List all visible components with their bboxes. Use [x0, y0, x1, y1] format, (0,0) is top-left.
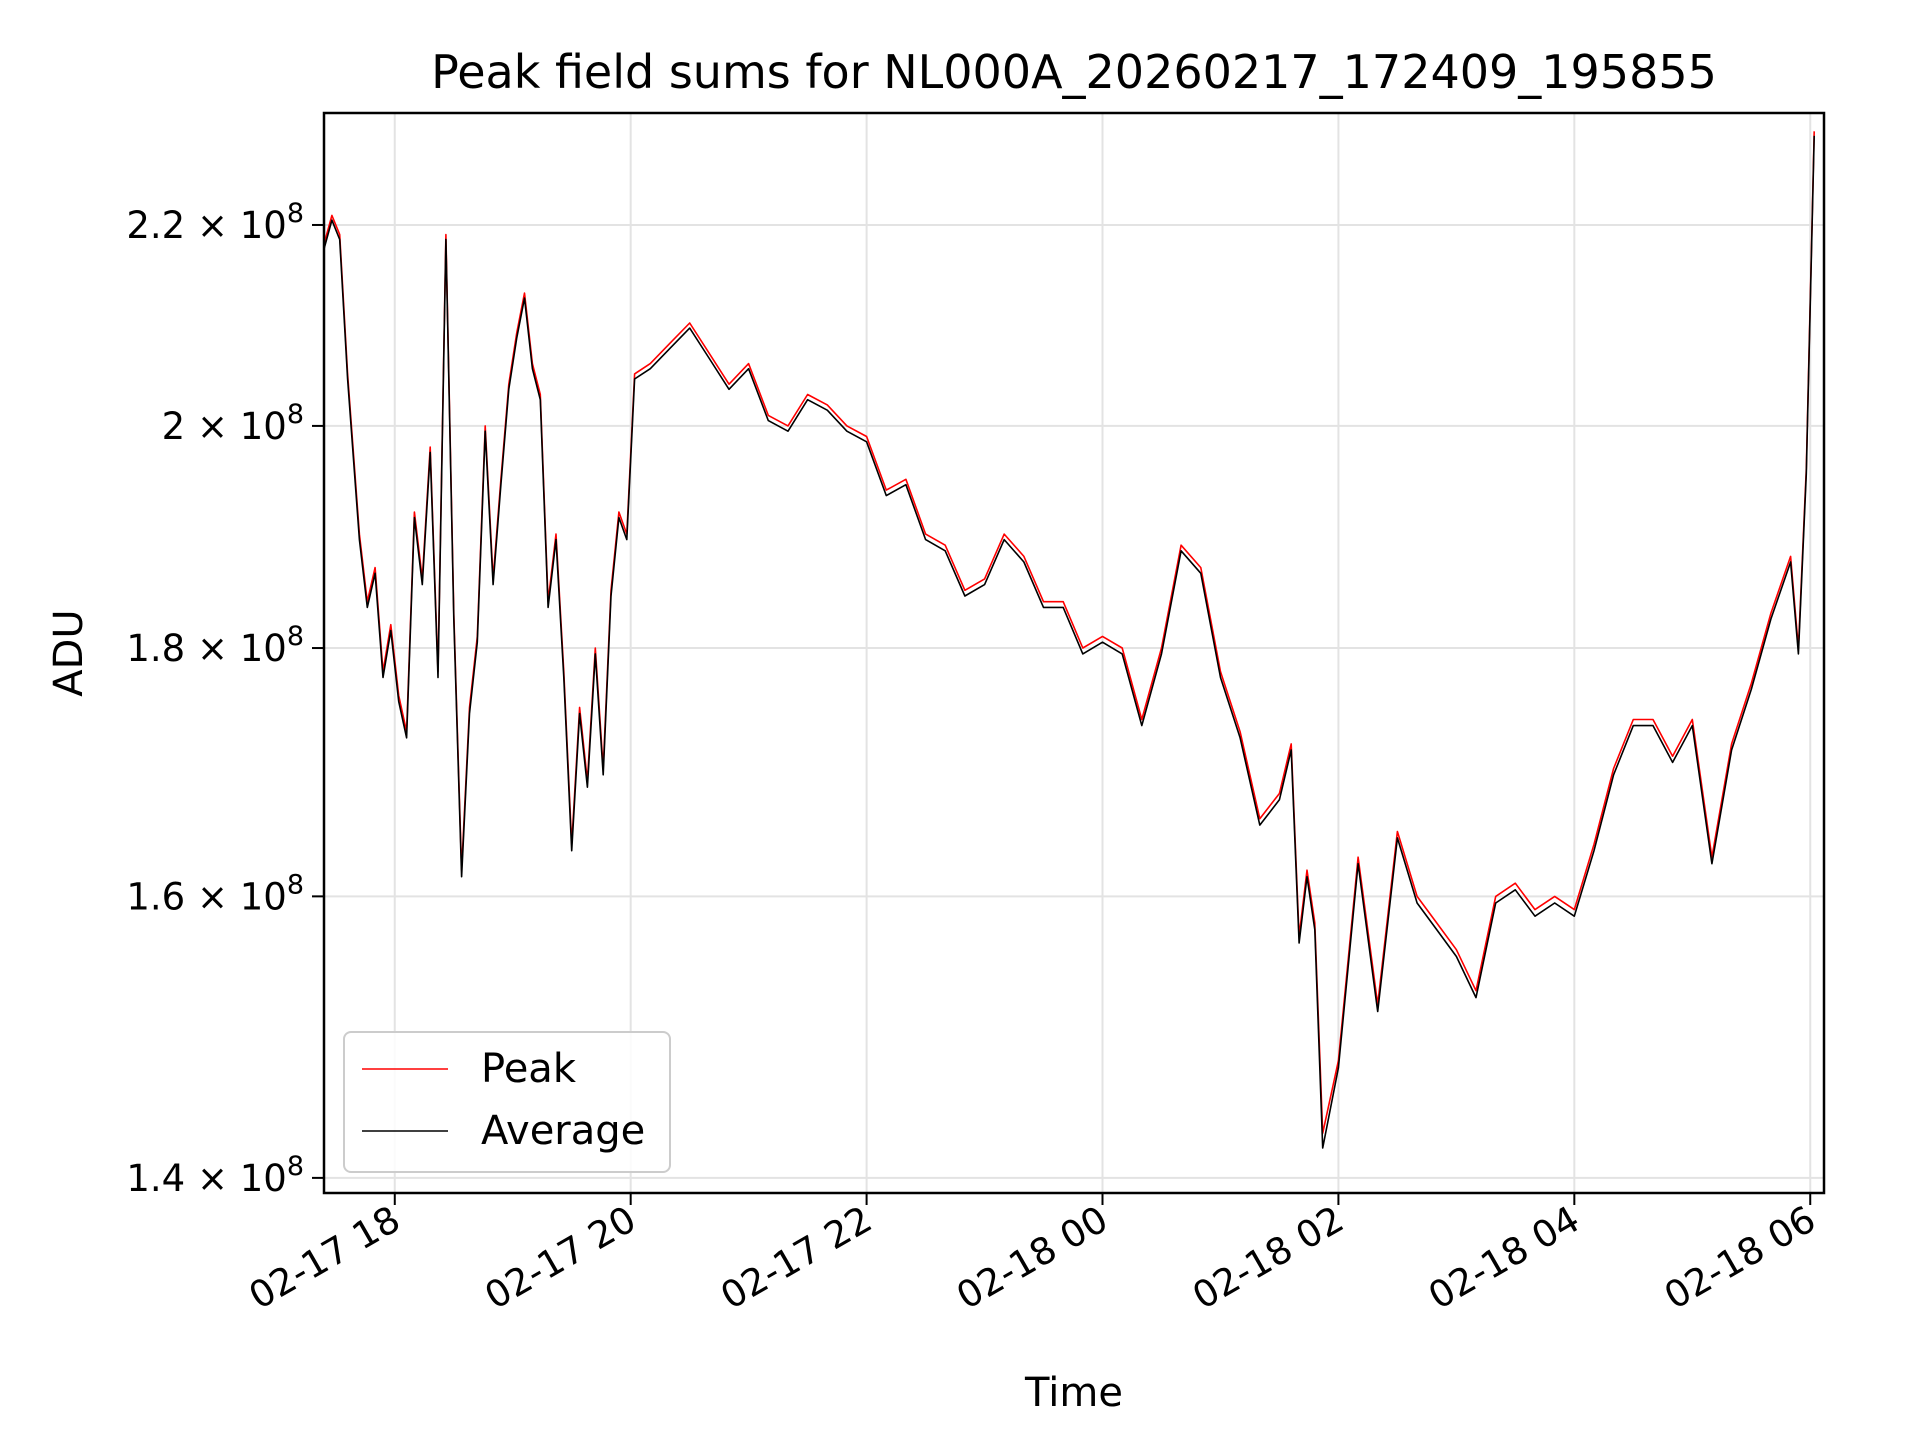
legend-box [343, 1031, 671, 1173]
chart-title: Peak field sums for NL000A_20260217_1724… [431, 45, 1717, 99]
legend-label-peak: Peak [481, 1046, 577, 1092]
x-axis-label: Time [1024, 1370, 1123, 1416]
y-tick-label: 1.4 × 108 [126, 1151, 304, 1200]
legend-label-average: Average [481, 1108, 645, 1154]
y-axis-label: ADU [46, 609, 92, 696]
y-tick-label: 1.6 × 108 [126, 869, 304, 918]
series-line-average [324, 135, 1815, 1149]
y-axis: 1.4 × 108 1.6 × 108 1.8 × 108 2 × 108 2.2 × … [126, 198, 324, 1200]
y-tick-label: 1.8 × 108 [126, 621, 304, 670]
grid [324, 113, 1824, 1193]
y-tick-label: 2 × 108 [162, 399, 304, 448]
plot-frame [322, 111, 1826, 1195]
legend: Peak Average [343, 1031, 671, 1173]
series-layer [324, 131, 1815, 1149]
y-tick-label: 2.2 × 108 [126, 198, 304, 247]
